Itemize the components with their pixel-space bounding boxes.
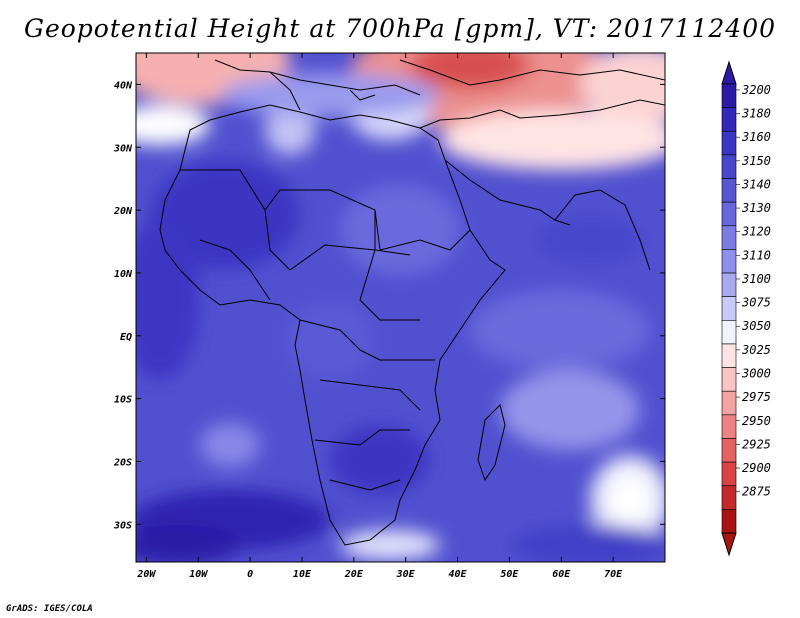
lon-tick-label: 10W xyxy=(189,569,208,580)
colorbar-level-label: 3050 xyxy=(741,319,771,333)
colorbar-max-arrow xyxy=(721,60,737,85)
colorbar-segment xyxy=(721,249,737,274)
colorbar-segment xyxy=(721,154,737,179)
colorbar-segment xyxy=(721,438,737,463)
colorbar-segment xyxy=(721,83,737,108)
colorbar-segment xyxy=(721,343,737,368)
colorbar-level-label: 2925 xyxy=(742,437,771,451)
latitude-axis: 40N 30N 20N 10N EQ 10S 20S 30S xyxy=(113,80,665,531)
colorbar-segment xyxy=(721,225,737,250)
lon-tick-label: 30E xyxy=(396,569,416,580)
colorbar-level-label: 2900 xyxy=(742,461,771,475)
colorbar-segment xyxy=(721,367,737,392)
credit-text: GrADS: IGES/COLA xyxy=(6,604,93,614)
colorbar-segment xyxy=(721,130,737,156)
lat-tick-label: 10N xyxy=(114,269,133,280)
colorbar-level-label: 3000 xyxy=(741,366,771,380)
lon-tick-label: 60E xyxy=(552,569,571,580)
lon-tick-label: 0 xyxy=(247,569,253,580)
lon-tick-label: 20E xyxy=(344,569,364,580)
lat-tick-label: 10S xyxy=(114,395,132,406)
longitude-axis: 20W 10W 0 10E 20E 30E 40E 50E 60E 70E xyxy=(136,53,623,580)
colorbar-segment xyxy=(721,414,737,439)
colorbar-level-label: 3150 xyxy=(741,154,771,168)
colorbar-segment xyxy=(721,461,737,487)
lon-tick-label: 70E xyxy=(604,569,623,580)
lon-tick-label: 20W xyxy=(136,569,156,580)
colorbar-level-label: 3130 xyxy=(741,201,771,215)
lat-tick-label: 30N xyxy=(113,143,133,154)
colorbar-level-label: 2975 xyxy=(742,390,771,404)
colorbar-level-label: 3025 xyxy=(741,343,771,357)
lat-tick-label: 40N xyxy=(114,80,133,91)
colorbar-segment xyxy=(721,485,737,510)
colorbar-segment xyxy=(721,296,737,321)
colorbar-segment xyxy=(721,201,737,227)
lat-tick-label: 30S xyxy=(113,520,132,531)
map-title: Geopotential Height at 700hPa [gpm], VT:… xyxy=(23,14,777,43)
colorbar-segment xyxy=(721,272,737,297)
colorbar-level-label: 3200 xyxy=(741,83,771,97)
colorbar-segment xyxy=(721,178,737,203)
colorbar-segment xyxy=(721,390,737,416)
lon-tick-label: 40E xyxy=(449,569,468,580)
colorbar-level-label: 3180 xyxy=(741,107,771,121)
lat-tick-label: 20N xyxy=(113,206,133,217)
colorbar-min-arrow xyxy=(721,532,737,557)
plot-frame xyxy=(135,52,666,563)
colorbar-segment xyxy=(721,107,737,132)
colorbar-level-label: 3100 xyxy=(741,272,771,286)
colorbar-level-label: 3140 xyxy=(741,177,771,191)
colorbar-level-label: 2875 xyxy=(742,485,771,499)
coastlines xyxy=(159,59,665,546)
colorbar-level-label: 3160 xyxy=(741,130,771,144)
lat-tick-label: EQ xyxy=(120,332,132,343)
colorbar-level-label: 2950 xyxy=(742,414,771,428)
colorbar-level-label: 3110 xyxy=(741,248,771,262)
colorbar-segment xyxy=(721,320,737,345)
lon-tick-label: 10E xyxy=(293,569,312,580)
lat-tick-label: 20S xyxy=(113,457,132,468)
colorbar: 3200 3180 3160 3150 3140 3130 3120 3110 3100 3075… xyxy=(721,60,771,557)
lon-tick-label: 50E xyxy=(500,569,519,580)
colorbar-level-label: 3120 xyxy=(741,225,771,239)
colorbar-level-label: 3075 xyxy=(741,296,771,310)
height-field xyxy=(136,53,665,562)
colorbar-segment xyxy=(721,509,737,534)
